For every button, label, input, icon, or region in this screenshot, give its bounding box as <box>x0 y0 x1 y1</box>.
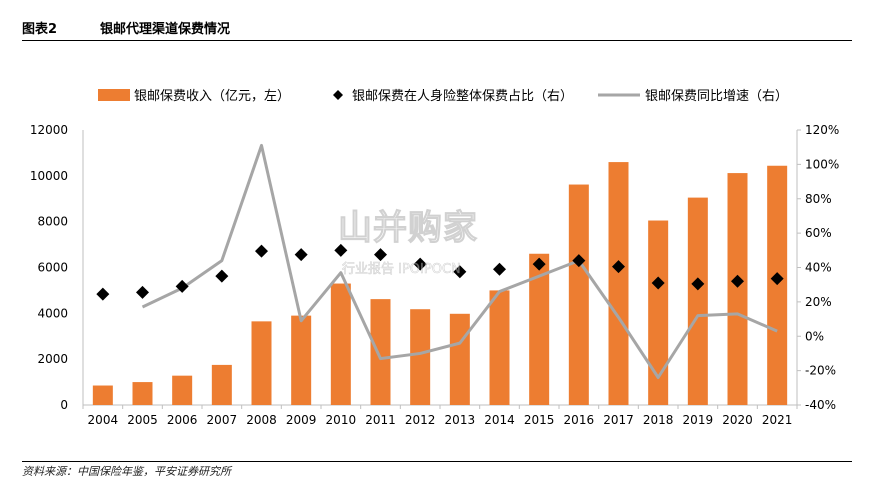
revenue-bar <box>489 290 510 405</box>
revenue-bar <box>608 162 629 405</box>
x-tick-label: 2019 <box>683 413 714 427</box>
share-marker <box>334 243 348 257</box>
share-marker <box>572 254 586 268</box>
revenue-bar <box>727 173 748 405</box>
legend-label-revenue: 银邮保费收入（亿元，左） <box>134 89 290 104</box>
x-tick-label: 2021 <box>762 413 793 427</box>
share-marker <box>731 274 744 288</box>
share-marker <box>374 248 387 262</box>
figure-title: 银邮代理渠道保费情况 <box>100 22 231 37</box>
revenue-bar <box>687 197 708 405</box>
share-marker <box>532 257 546 271</box>
share-scatter-series <box>96 243 784 301</box>
figure-header: 图表2 银邮代理渠道保费情况 <box>22 14 852 41</box>
x-tick-label: 2006 <box>167 413 198 427</box>
chart-legend: 银邮保费收入（亿元，左） 银邮保费在人身险整体保费占比（右） 银邮保费同比增速（右） <box>98 88 788 104</box>
x-tick-label: 2017 <box>603 413 634 427</box>
revenue-bar <box>568 184 589 405</box>
legend-label-share: 银邮保费在人身险整体保费占比（右） <box>352 88 573 104</box>
revenue-bar <box>132 382 153 405</box>
left-tick-label: 12000 <box>30 123 68 137</box>
share-marker <box>493 262 506 276</box>
revenue-bar <box>767 165 788 405</box>
right-tick-label: 120% <box>805 123 839 137</box>
share-marker <box>255 244 268 258</box>
x-tick-label: 2018 <box>643 413 674 427</box>
share-marker <box>453 265 467 279</box>
x-tick-label: 2004 <box>88 413 119 427</box>
left-tick-label: 4000 <box>37 306 68 320</box>
x-tick-label: 2009 <box>286 413 317 427</box>
x-tick-label: 2013 <box>445 413 476 427</box>
source-note: 资料来源：中国保险年鉴，平安证券研究所 <box>22 465 231 478</box>
x-tick-label: 2020 <box>722 413 753 427</box>
chart-axes: 0 2000 4000 6000 8000 10000 12000 -40% -20% 0% 20%… <box>30 123 840 427</box>
legend-swatch-share <box>333 90 343 100</box>
right-tick-label: 100% <box>805 157 839 171</box>
source-divider <box>22 461 852 462</box>
share-marker <box>612 260 625 274</box>
revenue-bar <box>92 385 113 405</box>
share-marker <box>770 272 784 286</box>
right-tick-label: 0% <box>805 329 824 343</box>
x-tick-label: 2016 <box>564 413 595 427</box>
figure-label: 图表2 <box>22 22 58 37</box>
left-tick-label: 8000 <box>37 215 68 229</box>
right-tick-label: 60% <box>805 226 832 240</box>
revenue-bar <box>251 321 272 405</box>
revenue-bar <box>648 220 669 405</box>
left-tick-label: 2000 <box>37 352 68 366</box>
x-tick-label: 2010 <box>326 413 357 427</box>
share-marker <box>691 277 705 291</box>
x-tick-label: 2014 <box>484 413 515 427</box>
share-marker <box>651 276 665 290</box>
revenue-bar <box>291 315 312 405</box>
x-tick-label: 2005 <box>127 413 158 427</box>
left-tick-label: 0 <box>60 398 68 412</box>
share-marker <box>96 287 110 301</box>
right-tick-label: -40% <box>805 398 836 412</box>
left-tick-label: 10000 <box>30 169 68 183</box>
x-tick-label: 2007 <box>207 413 238 427</box>
revenue-bar <box>449 313 470 405</box>
legend-swatch-revenue <box>98 89 130 101</box>
x-tick-label: 2008 <box>246 413 277 427</box>
x-tick-label: 2011 <box>365 413 396 427</box>
share-marker <box>175 279 189 293</box>
revenue-bar <box>529 253 550 405</box>
share-marker <box>136 285 149 299</box>
share-marker <box>413 257 427 271</box>
revenue-bar <box>211 364 232 405</box>
x-tick-label: 2012 <box>405 413 436 427</box>
left-tick-label: 6000 <box>37 261 68 275</box>
right-tick-label: -20% <box>805 364 836 378</box>
right-tick-label: 20% <box>805 295 832 309</box>
revenue-bar <box>410 309 431 405</box>
revenue-bar <box>370 299 391 405</box>
right-tick-label: 40% <box>805 261 832 275</box>
revenue-bar <box>172 375 193 405</box>
revenue-bar <box>330 283 351 405</box>
growth-line <box>141 143 778 379</box>
share-marker <box>215 269 229 283</box>
bar-series <box>92 162 788 405</box>
legend-label-growth: 银邮保费同比增速（右） <box>645 89 788 104</box>
growth-line-series <box>141 143 778 379</box>
share-marker <box>294 248 308 262</box>
x-tick-label: 2015 <box>524 413 555 427</box>
right-tick-label: 80% <box>805 192 832 206</box>
